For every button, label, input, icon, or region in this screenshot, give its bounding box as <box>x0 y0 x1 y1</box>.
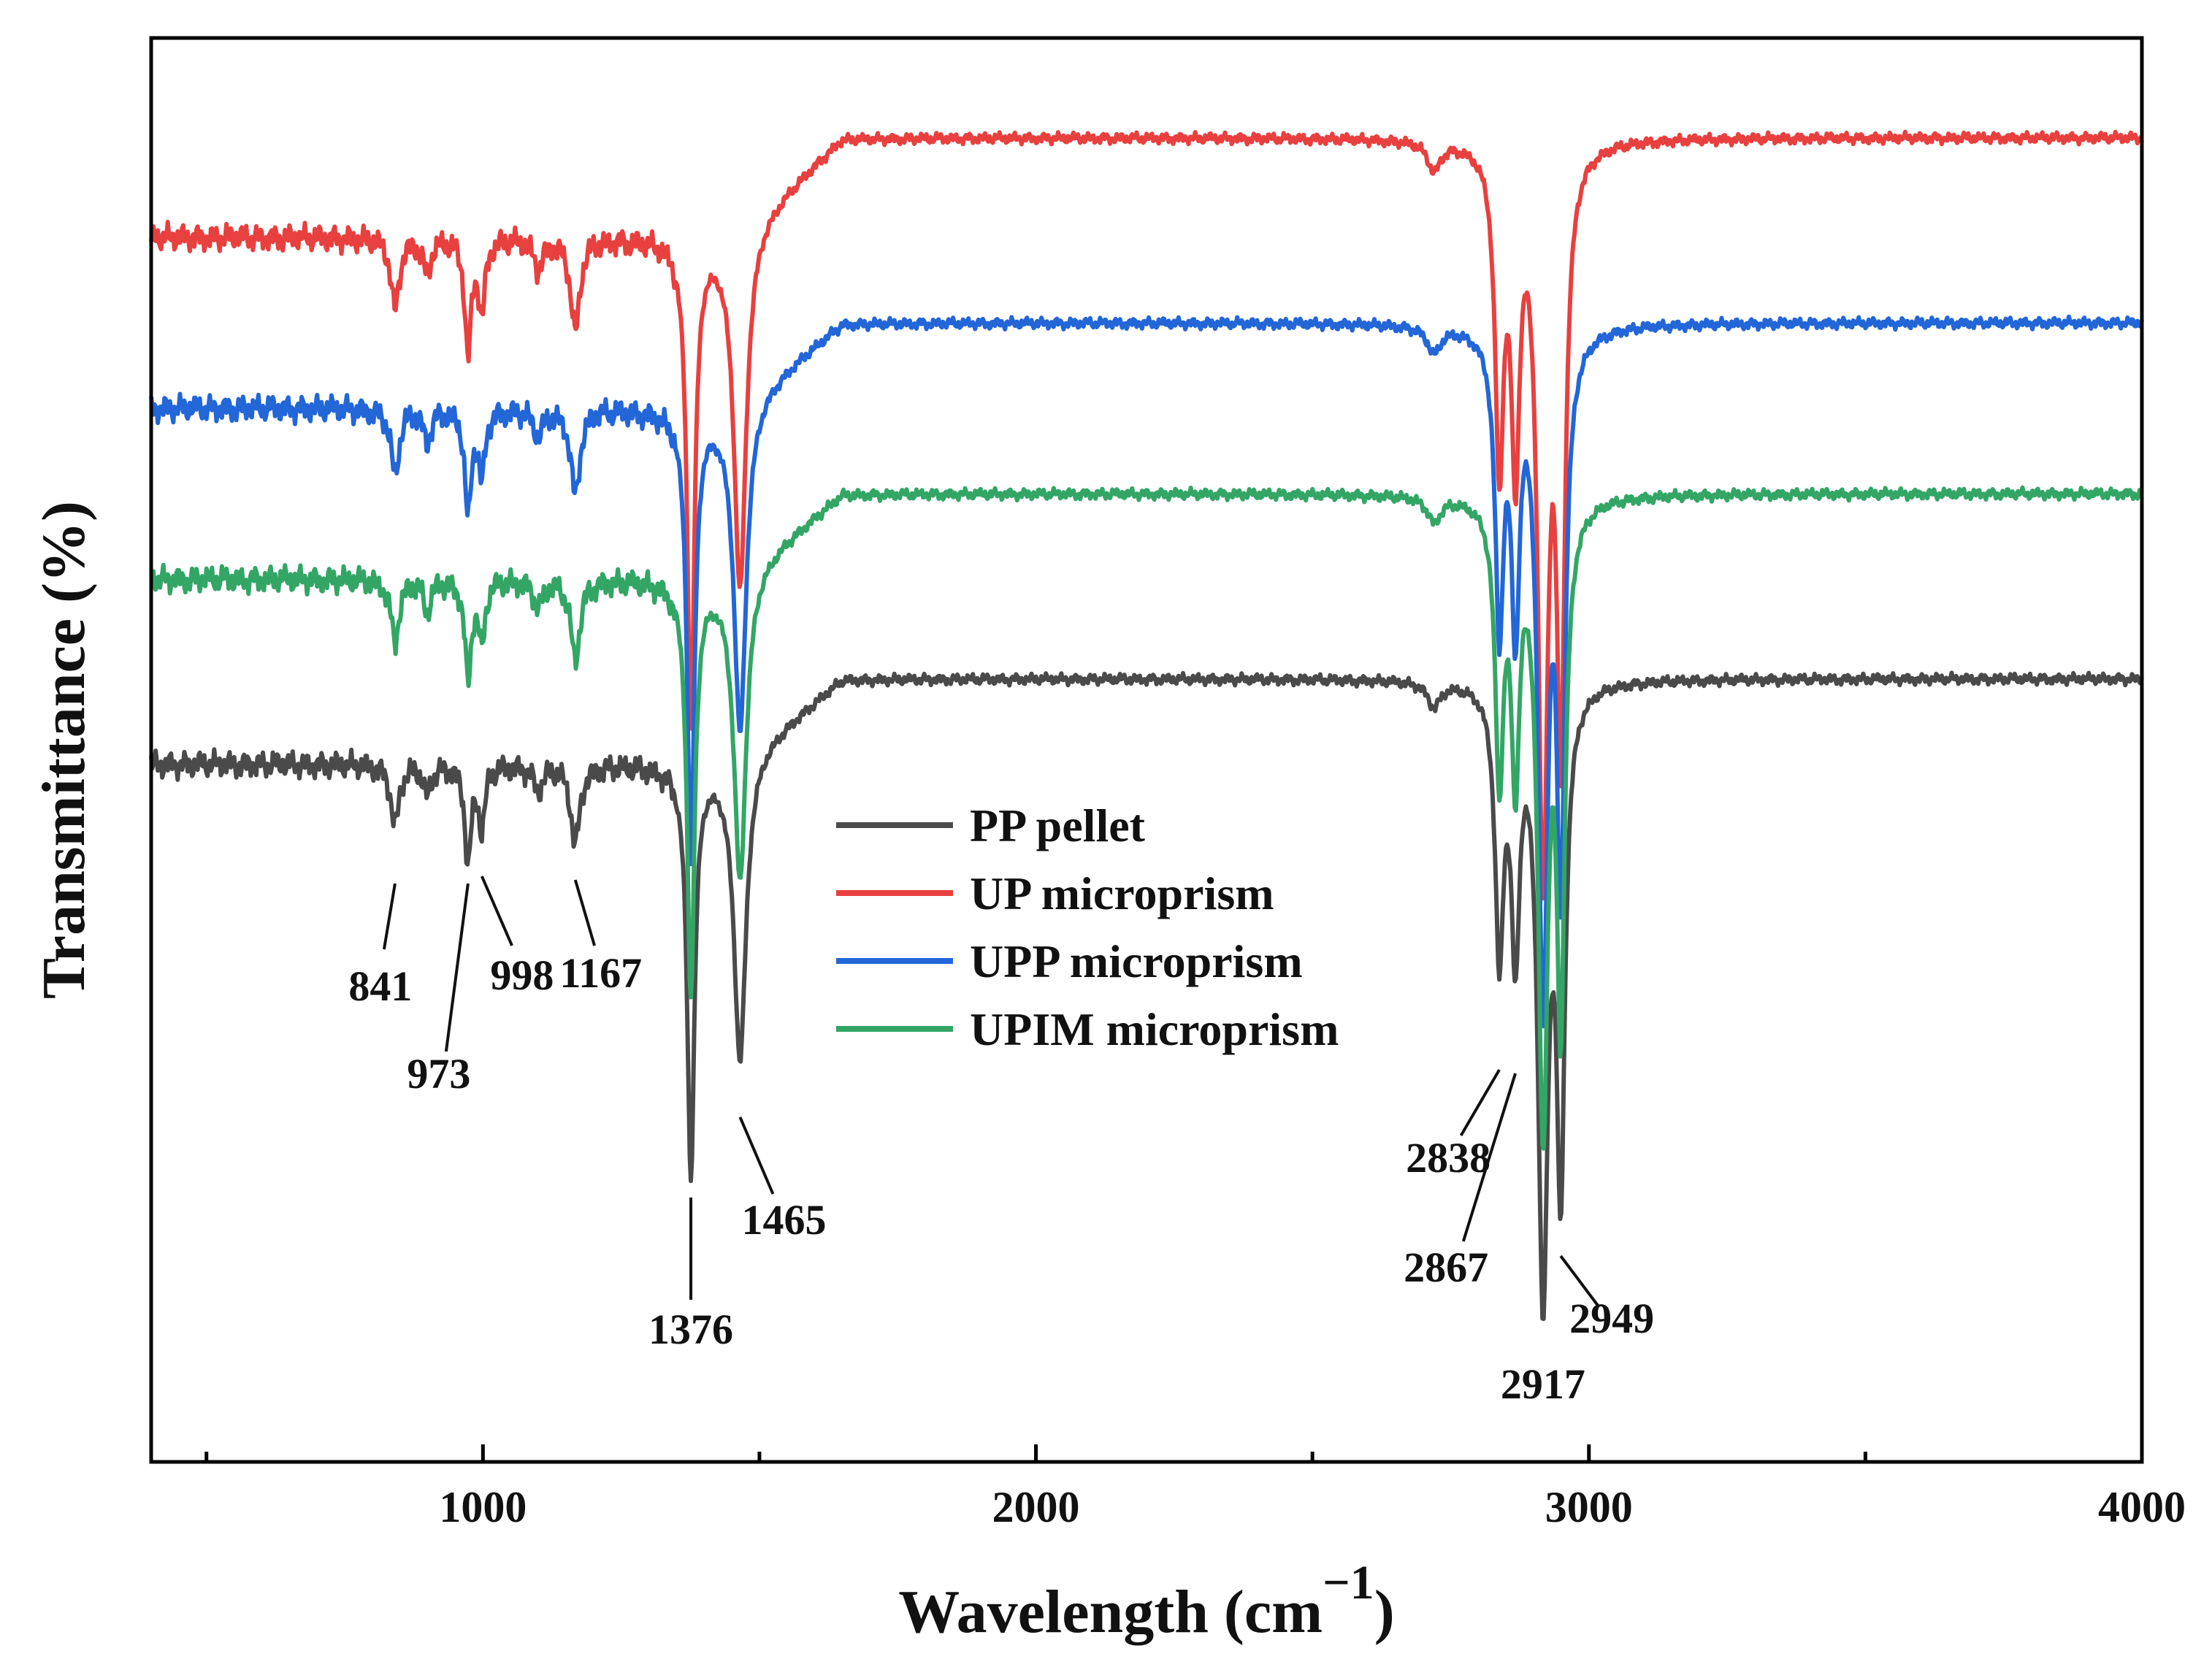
peak-label-2867: 2867 <box>1404 1244 1488 1291</box>
x-axis-title: Wavelength (cm−1) <box>898 1556 1395 1646</box>
peak-annotations: 841 973 998 1167 1376 1465 2838 2867 2917 2949 <box>348 876 1654 1408</box>
series-line-3 <box>149 314 2144 1029</box>
peak-label-1167: 1167 <box>559 949 642 997</box>
peak-leader-998 <box>480 876 513 946</box>
x-tick-label: 3000 <box>1545 1483 1633 1531</box>
peak-leader-973 <box>444 883 470 1052</box>
peak-leader-841 <box>382 883 397 950</box>
peak-leader-1465 <box>738 1116 775 1195</box>
series-line-2 <box>149 129 2144 901</box>
peak-leader-2949 <box>1559 1255 1601 1309</box>
legend-label-1: PP pellet <box>970 800 1146 851</box>
peak-label-2838: 2838 <box>1406 1134 1490 1181</box>
peak-label-2949: 2949 <box>1569 1295 1654 1342</box>
x-axis-title-superscript: −1 <box>1323 1556 1374 1609</box>
x-tick-label: 1000 <box>439 1483 527 1531</box>
plot-frame <box>149 36 2144 1464</box>
series-line-4 <box>149 485 2144 1151</box>
y-axis-title: Transmittance (%) <box>30 501 98 999</box>
peak-label-1465: 1465 <box>741 1196 826 1244</box>
peak-label-973: 973 <box>407 1050 470 1098</box>
peak-label-998: 998 <box>490 951 554 999</box>
legend: PP pellet UP microprism UPP microprism UPIM… <box>836 800 1339 1055</box>
x-tick-label: 2000 <box>992 1483 1080 1531</box>
peak-label-1376: 1376 <box>648 1306 733 1353</box>
peak-label-2917: 2917 <box>1501 1360 1585 1408</box>
legend-label-4: UPIM microprism <box>970 1003 1339 1055</box>
x-axis-title-close: ) <box>1374 1578 1395 1646</box>
peak-label-841: 841 <box>348 962 412 1010</box>
legend-label-3: UPP microprism <box>970 935 1303 987</box>
x-axis-title-main: Wavelength (cm <box>898 1578 1323 1646</box>
series-layer <box>149 129 2144 1322</box>
x-axis: 1000 2000 3000 4000 <box>204 1444 2186 1531</box>
peak-leader-2867 <box>1461 1073 1517 1242</box>
legend-label-2: UP microprism <box>970 867 1274 919</box>
peak-leader-1167 <box>573 879 596 946</box>
series-line-1 <box>149 670 2144 1322</box>
peak-leader-2838 <box>1459 1068 1501 1137</box>
x-tick-label: 4000 <box>2098 1483 2186 1531</box>
